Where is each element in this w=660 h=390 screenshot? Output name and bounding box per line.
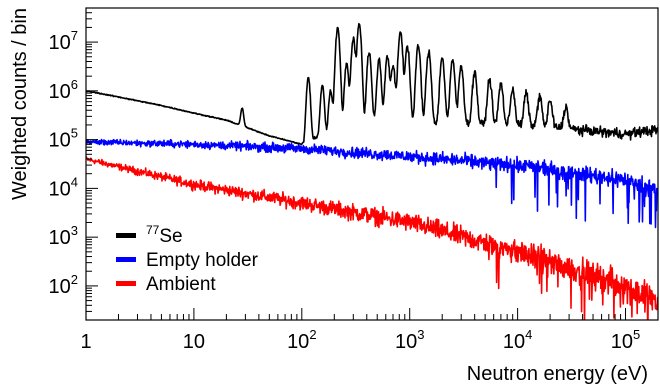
legend-swatch — [116, 257, 136, 262]
legend-label: 77Se — [146, 223, 183, 247]
y-tick-label: 103 — [49, 223, 78, 249]
legend-label: Empty holder — [146, 250, 259, 271]
series-line-0 — [86, 22, 658, 146]
y-tick-label: 105 — [49, 126, 78, 152]
x-tick-label: 105 — [611, 327, 640, 353]
y-axis-label: Weighted counts / bin — [9, 8, 31, 200]
legend-swatch — [116, 281, 136, 286]
x-tick-label: 103 — [395, 327, 424, 353]
y-tick-label: 104 — [49, 174, 78, 200]
series-line-2 — [86, 156, 658, 320]
x-tick-label: 104 — [503, 327, 532, 353]
x-tick-label: 102 — [287, 327, 316, 353]
y-tick-label: 106 — [49, 77, 78, 103]
x-tick-label: 1 — [80, 331, 91, 353]
series-line-1 — [86, 138, 658, 229]
legend-label: Ambient — [146, 274, 216, 295]
x-tick-label: 10 — [183, 331, 205, 353]
plot-frame — [85, 7, 659, 321]
y-tick-label: 107 — [49, 28, 78, 54]
x-axis-label: Neutron energy (eV) — [467, 363, 648, 385]
tick-labels-layer: 1 10 102 103 104 105 102 103 104 105 106 107 — [49, 28, 641, 353]
legend-swatch — [116, 233, 136, 238]
ticks-layer — [85, 7, 659, 321]
series-layer — [86, 22, 658, 320]
legend: 77Se Empty holder Ambient — [116, 223, 259, 295]
y-tick-label: 102 — [49, 272, 78, 298]
